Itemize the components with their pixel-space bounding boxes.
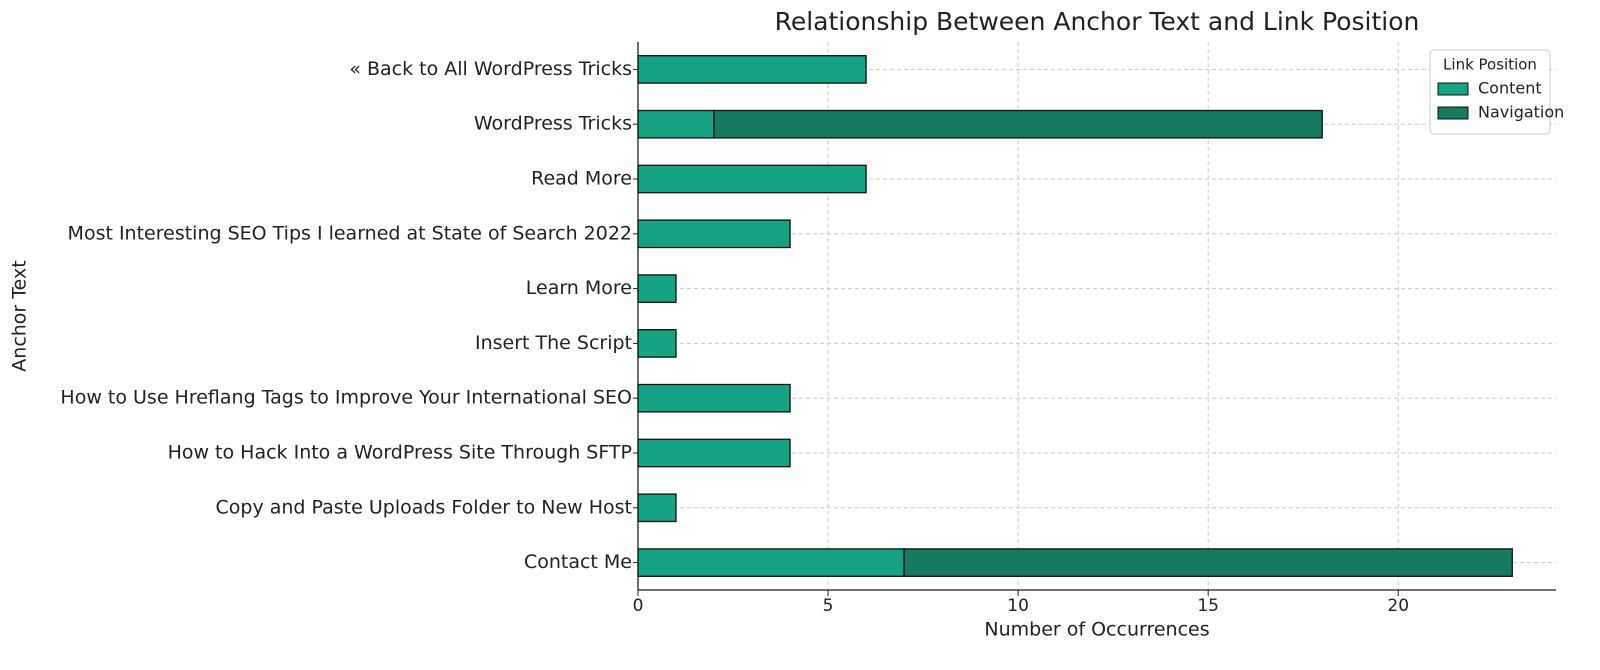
bar-segment [637, 164, 867, 194]
bar-segment [637, 219, 791, 249]
y-tick-label: How to Hack Into a WordPress Site Throug… [168, 442, 632, 464]
legend-swatch [1437, 82, 1469, 96]
legend-swatch [1437, 106, 1469, 120]
bar-segment [637, 438, 791, 468]
bar-segment [637, 329, 677, 358]
legend-label: Navigation [1478, 103, 1564, 122]
y-tick-label: Most Interesting SEO Tips I learned at S… [68, 222, 632, 244]
x-tick-label: 15 [1197, 596, 1219, 616]
bar-segment [903, 548, 1513, 577]
x-tick-label: 0 [633, 596, 644, 616]
bar-segment [713, 109, 1323, 139]
legend-title: Link Position [1443, 56, 1537, 74]
bar-segment [637, 55, 867, 84]
y-tick-label: « Back to All WordPress Tricks [349, 58, 632, 80]
x-tick-label: 10 [1007, 596, 1029, 616]
chart-title: Relationship Between Anchor Text and Lin… [775, 7, 1420, 36]
x-tick-label: 5 [823, 596, 834, 616]
bar-segment [637, 274, 677, 303]
y-tick-label: How to Use Hreflang Tags to Improve Your… [60, 387, 632, 409]
legend-label: Content [1478, 79, 1542, 98]
y-tick-label: WordPress Tricks [474, 113, 632, 135]
bar-segment [637, 548, 905, 577]
x-tick-label: 20 [1387, 596, 1409, 616]
bar-segment [637, 109, 715, 139]
y-axis-label: Anchor Text [9, 260, 31, 371]
x-axis-label: Number of Occurrences [984, 619, 1209, 641]
bar-segment [637, 383, 791, 413]
bar-segment [637, 493, 677, 523]
y-tick-label: Learn More [526, 277, 632, 299]
y-tick-label: Insert The Script [475, 332, 632, 354]
y-tick-label: Read More [531, 168, 632, 190]
y-tick-label: Copy and Paste Uploads Folder to New Hos… [216, 496, 632, 518]
y-tick-label: Contact Me [524, 551, 632, 573]
